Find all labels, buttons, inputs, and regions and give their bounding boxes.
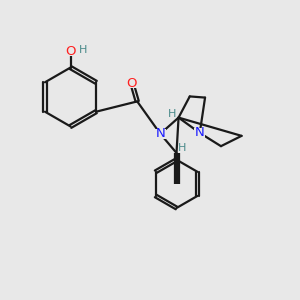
FancyBboxPatch shape bbox=[126, 78, 137, 88]
Text: N: N bbox=[155, 127, 165, 140]
Text: H: H bbox=[168, 109, 176, 119]
Text: O: O bbox=[65, 45, 76, 58]
Text: H: H bbox=[79, 45, 87, 55]
Text: N: N bbox=[195, 126, 205, 140]
Text: O: O bbox=[127, 77, 137, 90]
FancyBboxPatch shape bbox=[194, 128, 206, 138]
Text: H: H bbox=[178, 142, 187, 153]
FancyBboxPatch shape bbox=[63, 46, 78, 56]
FancyBboxPatch shape bbox=[155, 129, 166, 139]
